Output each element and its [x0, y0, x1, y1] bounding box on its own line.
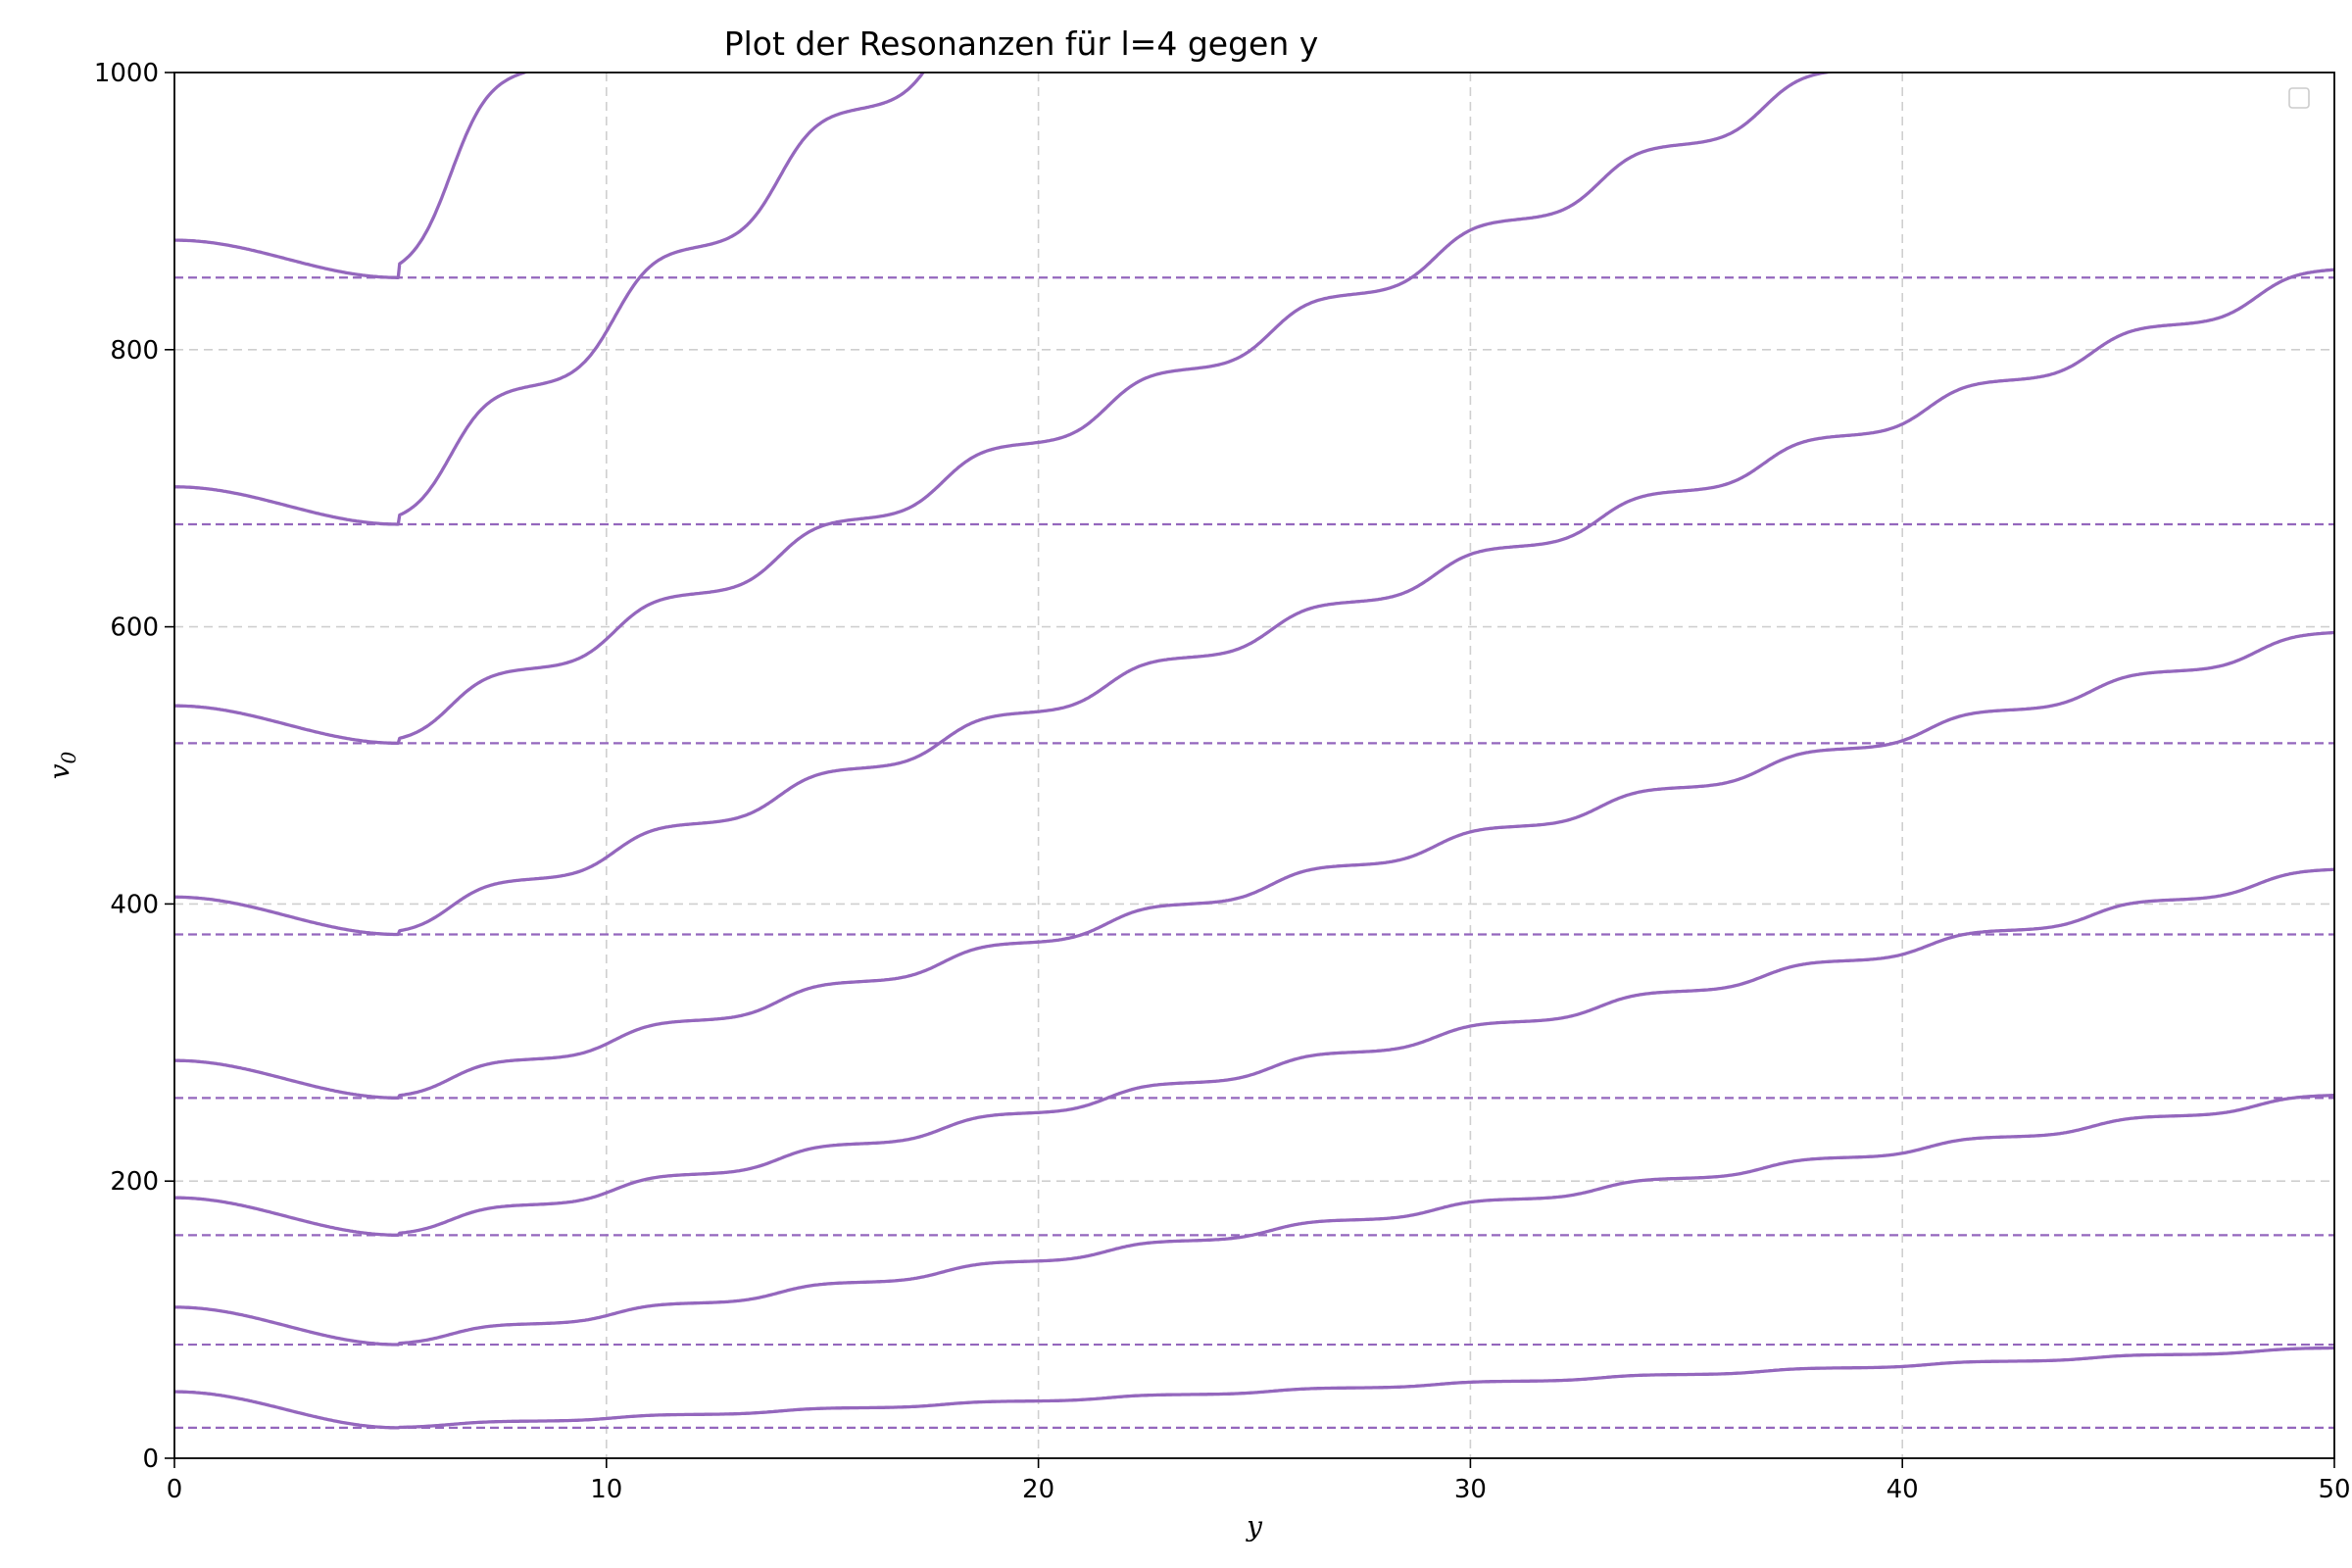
series-group — [174, 73, 2334, 1430]
x-tick-label: 10 — [590, 1475, 622, 1504]
legend-box — [2288, 87, 2310, 109]
resonance-curve — [174, 1346, 2334, 1430]
y-tick-label: 0 — [142, 1445, 159, 1474]
y-axis-label-sub: 0 — [57, 751, 80, 763]
x-axis-label: y — [1245, 1510, 1263, 1543]
x-tick-label: 40 — [1886, 1475, 1919, 1504]
y-axis-label-base: v — [43, 763, 75, 779]
axes-frame — [173, 72, 2335, 1459]
resonance-curve — [174, 268, 2334, 937]
x-axis: 0 10 20 30 40 50 — [167, 1458, 2351, 1504]
x-tick-label: 30 — [1454, 1475, 1487, 1504]
resonance-curve — [174, 867, 2334, 1237]
y-tick-label: 800 — [110, 336, 159, 366]
y-axis-label: v0 — [43, 751, 80, 779]
x-tick-label: 0 — [167, 1475, 183, 1504]
x-tick-label: 50 — [2318, 1475, 2350, 1504]
resonance-curve — [174, 1094, 2334, 1347]
y-tick-label: 200 — [110, 1167, 159, 1197]
resonance-curve — [174, 73, 1838, 746]
plot-area — [174, 73, 2334, 1430]
grid — [174, 73, 2334, 1458]
resonance-curve — [174, 73, 925, 526]
resonance-curve — [174, 630, 2334, 1101]
y-tick-label: 1000 — [94, 59, 159, 88]
y-tick-label: 400 — [110, 890, 159, 919]
y-axis: 0 200 400 600 800 1000 — [94, 59, 174, 1474]
x-tick-label: 20 — [1022, 1475, 1054, 1504]
y-tick-label: 600 — [110, 613, 159, 643]
chart-title: Plot der Resonanzen für l=4 gegen y — [724, 24, 1319, 63]
